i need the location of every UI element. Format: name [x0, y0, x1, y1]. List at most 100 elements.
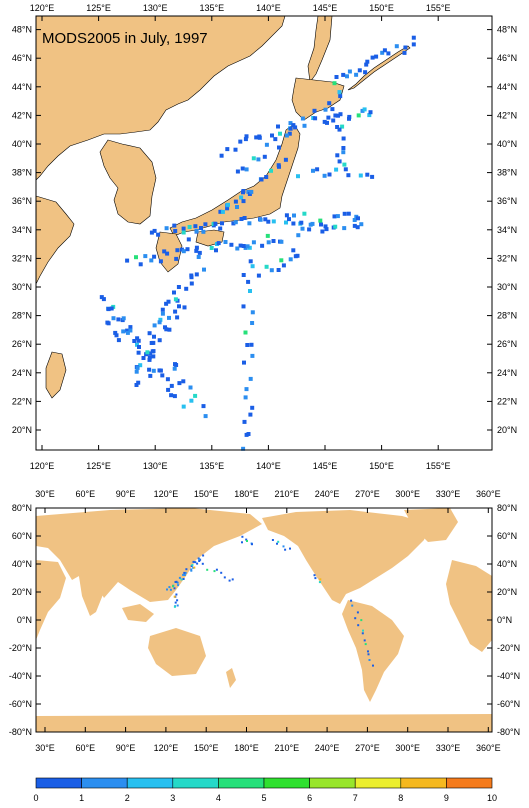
observation-cell [147, 357, 152, 362]
observation-cell [148, 373, 153, 378]
observation-cell [258, 217, 263, 222]
observation-cell [324, 227, 329, 232]
observation-cell [264, 175, 269, 179]
observation-cell [337, 159, 342, 164]
observation-cell [137, 345, 141, 349]
observation-cell [374, 54, 379, 59]
observation-cell [158, 259, 163, 264]
observation-cell [121, 329, 126, 334]
observation-cell [216, 241, 221, 246]
observation-cell [242, 419, 247, 424]
observation-cell [228, 579, 231, 582]
observation-cell [318, 218, 323, 223]
bottom-map: 30°E 30°E 60°E 60°E 90°E 90°E 120°E 120°E 150°E 1… [9, 489, 520, 753]
bottom-map-observation-cells [166, 535, 374, 667]
observation-cell [256, 157, 261, 162]
colorbar-tick-label: 4 [216, 793, 221, 803]
observation-cell [241, 199, 246, 204]
bottom-x-tick-label-bottom: 270°E [355, 743, 380, 753]
observation-cell [176, 581, 179, 584]
colorbar-swatch [35, 777, 82, 789]
observation-cell [233, 147, 238, 152]
observation-cell [209, 246, 214, 250]
observation-cell [183, 574, 186, 576]
observation-cell [350, 599, 353, 602]
colorbar-tick-label: 8 [398, 793, 403, 803]
observation-cell [182, 573, 185, 576]
observation-cell [334, 167, 339, 172]
observation-cell [362, 107, 367, 112]
observation-cell [336, 113, 340, 118]
observation-cell [167, 327, 172, 332]
observation-cell [138, 363, 143, 368]
top-y-tick-label-right: 36°N [497, 196, 517, 206]
observation-cell [256, 273, 261, 278]
observation-cell [106, 321, 111, 326]
observation-cell [345, 74, 349, 79]
top-map-title: MODS2005 in July, 1997 [42, 30, 208, 47]
observation-cell [360, 108, 365, 113]
observation-cell [134, 369, 139, 374]
observation-cell [173, 229, 178, 233]
observation-cell [288, 121, 293, 126]
bottom-x-tick-label-top: 240°E [315, 489, 340, 499]
observation-cell [149, 230, 154, 235]
top-map-y-ticks: 20°N 20°N 22°N 22°N 24°N 24°N 26°N 26°N 28°N 28°N… [12, 25, 517, 435]
observation-cell [167, 315, 171, 320]
observation-cell [136, 338, 141, 343]
observation-cell [311, 168, 315, 173]
observation-cell [284, 213, 289, 218]
observation-cell [269, 168, 273, 173]
observation-cell [241, 189, 246, 193]
top-map-observation-cells [99, 35, 416, 451]
top-y-tick-label-left: 40°N [12, 139, 32, 149]
observation-cell [219, 153, 224, 158]
observation-cell [172, 585, 174, 588]
observation-cell [202, 267, 206, 272]
observation-cell [223, 576, 226, 579]
observation-cell [193, 393, 198, 398]
observation-cell [284, 133, 289, 138]
bottom-x-tick-label-top: 210°E [274, 489, 299, 499]
observation-cell [249, 342, 254, 347]
observation-cell [174, 601, 177, 604]
colorbar-tick-label: 10 [487, 793, 497, 803]
observation-cell [269, 268, 274, 273]
top-x-tick-label-bottom: 130°E [143, 461, 168, 471]
observation-cell [250, 405, 255, 410]
colorbar-tick-labels: 0 1 2 3 4 5 6 7 8 9 10 [33, 793, 497, 803]
top-x-tick-label-bottom: 140°E [256, 461, 281, 471]
observation-cell [260, 243, 265, 248]
observation-cell [337, 127, 342, 132]
top-y-tick-label-left: 42°N [12, 110, 32, 120]
observation-cell [201, 229, 206, 234]
observation-cell [264, 264, 269, 269]
top-x-tick-label-top: 145°E [313, 3, 338, 13]
observation-cell [351, 604, 354, 607]
observation-cell [158, 368, 163, 373]
observation-cell [189, 281, 194, 286]
bottom-x-tick-label-top: 330°E [436, 489, 461, 499]
observation-cell [312, 108, 317, 113]
observation-cell [356, 611, 359, 614]
observation-cell [193, 224, 198, 229]
bottom-x-tick-label-bottom: 240°E [315, 743, 340, 753]
top-y-tick-label-right: 48°N [497, 25, 517, 35]
observation-cell [125, 330, 130, 335]
observation-cell [289, 547, 291, 550]
observation-cell [341, 72, 346, 77]
observation-cell [194, 229, 199, 233]
top-y-tick-label-left: 32°N [12, 253, 32, 263]
observation-cell [185, 568, 188, 571]
observation-cell [357, 624, 360, 627]
observation-cell [121, 316, 126, 321]
observation-cell [151, 368, 156, 373]
observation-cell [247, 245, 252, 250]
observation-cell [291, 123, 296, 128]
top-x-tick-label-bottom: 125°E [86, 461, 111, 471]
observation-cell [370, 55, 375, 60]
top-map-x-ticks: 120°E 120°E 125°E 125°E 130°E 130°E 135°E 135°E… [30, 3, 451, 471]
bottom-y-tick-label-left: 60°N [12, 531, 32, 541]
observation-cell [166, 588, 168, 591]
observation-cell [342, 211, 347, 216]
